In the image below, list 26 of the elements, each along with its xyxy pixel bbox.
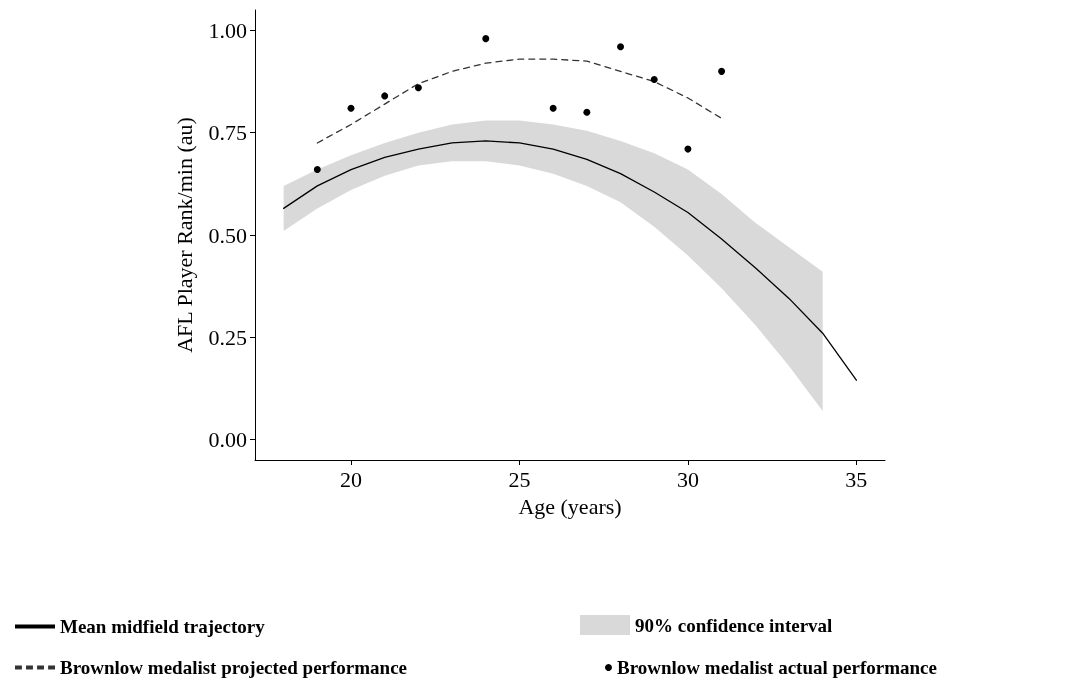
y-tick-label: 0.00 [208,427,247,453]
point [617,43,625,51]
point [313,166,321,174]
point [549,104,557,112]
point [718,67,726,75]
point [414,84,422,92]
line-series [282,140,858,381]
point [583,108,591,116]
legend-label: 90% confidence interval [635,614,833,636]
line-series [316,58,723,144]
y-axis-title: AFL Player Rank/min (au) [171,117,197,353]
legend-label: Brownlow medalist actual performance [617,657,937,678]
y-tick-label: 0.75 [208,120,247,146]
point [482,35,490,43]
x-tick-label: 35 [845,466,868,492]
y-tick-label: 0.25 [208,324,247,350]
x-tick-label: 30 [676,466,699,492]
x-tick-label: 25 [508,466,531,492]
y-tick-label: 0.50 [208,222,247,248]
legend-label: Mean midfield trajectory [60,616,266,637]
point [650,76,658,84]
x-tick-label: 20 [340,466,363,492]
x-axis-title: Age (years) [518,493,622,519]
legend-label: Brownlow medalist projected performance [60,657,408,678]
y-tick-label: 1.00 [208,17,247,43]
point [381,92,389,100]
